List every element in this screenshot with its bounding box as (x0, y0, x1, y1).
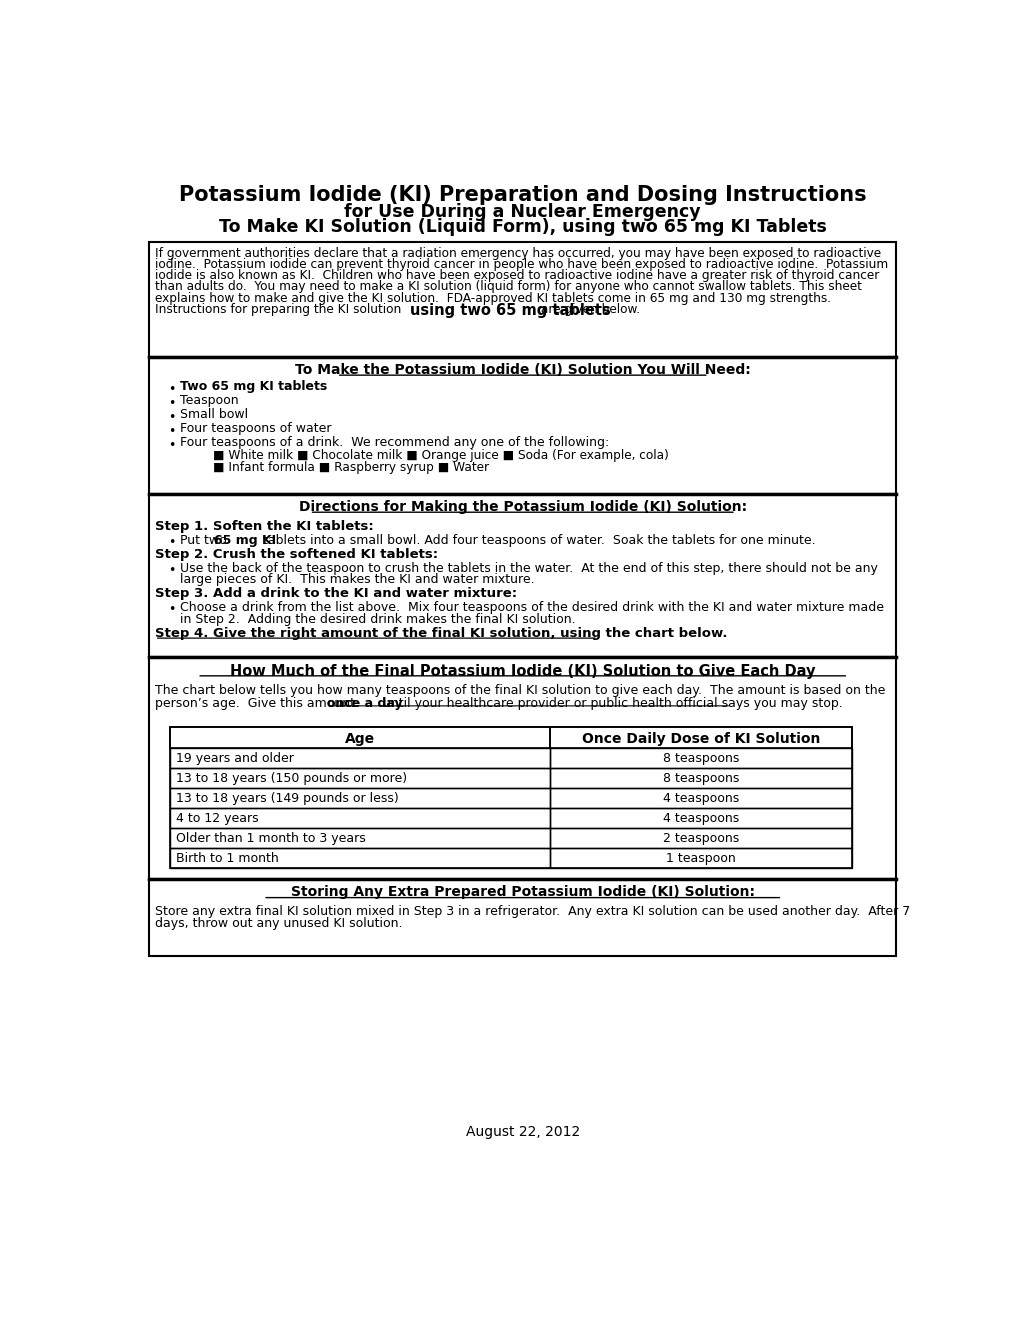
Text: 4 teaspoons: 4 teaspoons (662, 812, 739, 825)
Text: Store any extra final KI solution mixed in Step 3 in a refrigerator.  Any extra : Store any extra final KI solution mixed … (155, 906, 909, 919)
Text: •: • (168, 438, 176, 451)
Text: Birth to 1 month: Birth to 1 month (176, 851, 279, 865)
Text: •: • (168, 603, 176, 616)
Text: 13 to 18 years (150 pounds or more): 13 to 18 years (150 pounds or more) (176, 772, 407, 785)
Text: Older than 1 month to 3 years: Older than 1 month to 3 years (176, 832, 366, 845)
Text: 65 mg KI: 65 mg KI (214, 535, 276, 548)
Bar (170, 726, 549, 748)
Text: 8 teaspoons: 8 teaspoons (662, 751, 739, 764)
Text: Step 4. Give the right amount of the final KI solution, using the chart below.: Step 4. Give the right amount of the fin… (155, 627, 727, 640)
Text: large pieces of KI.  This makes the KI and water mixture.: large pieces of KI. This makes the KI an… (180, 573, 534, 586)
Text: Instructions for preparing the KI solution: Instructions for preparing the KI soluti… (155, 302, 405, 315)
Bar (149, 242, 896, 358)
Text: 8 teaspoons: 8 teaspoons (662, 772, 739, 785)
Text: for Use During a Nuclear Emergency: for Use During a Nuclear Emergency (344, 203, 700, 220)
Text: Four teaspoons of a drink.  We recommend any one of the following:: Four teaspoons of a drink. We recommend … (180, 436, 609, 449)
Text: The chart below tells you how many teaspoons of the final KI solution to give ea: The chart below tells you how many teasp… (155, 684, 884, 697)
Bar (170, 829, 549, 849)
Text: using two 65 mg tablets: using two 65 mg tablets (410, 302, 610, 318)
Text: Teaspoon: Teaspoon (180, 395, 238, 407)
Text: 4 to 12 years: 4 to 12 years (176, 812, 259, 825)
Text: 2 teaspoons: 2 teaspoons (662, 832, 739, 845)
Bar (170, 726, 851, 869)
Text: Age: Age (344, 733, 375, 746)
Bar (149, 657, 896, 879)
Text: •: • (168, 536, 176, 549)
Bar (170, 849, 549, 869)
Text: explains how to make and give the KI solution.  FDA-approved KI tablets come in : explains how to make and give the KI sol… (155, 292, 829, 305)
Text: 19 years and older: 19 years and older (176, 751, 293, 764)
Text: Directions for Making the Potassium Iodide (KI) Solution:: Directions for Making the Potassium Iodi… (299, 500, 746, 515)
Bar (149, 494, 896, 657)
Bar (549, 829, 851, 849)
Text: iodine.  Potassium iodide can prevent thyroid cancer in people who have been exp: iodine. Potassium iodide can prevent thy… (155, 259, 887, 271)
Bar (549, 788, 851, 808)
Bar (549, 849, 851, 869)
Text: are given below.: are given below. (537, 302, 640, 315)
Text: Step 2. Crush the softened KI tablets:: Step 2. Crush the softened KI tablets: (155, 548, 437, 561)
Text: August 22, 2012: August 22, 2012 (465, 1125, 580, 1139)
Text: Potassium Iodide (KI) Preparation and Dosing Instructions: Potassium Iodide (KI) Preparation and Do… (178, 185, 866, 206)
Text: ■ White milk ■ Chocolate milk ■ Orange juice ■ Soda (For example, cola): ■ White milk ■ Chocolate milk ■ Orange j… (213, 449, 668, 462)
Bar (149, 879, 896, 956)
Text: once a day: once a day (326, 697, 401, 710)
Text: •: • (168, 383, 176, 396)
Text: Step 1. Soften the KI tablets:: Step 1. Soften the KI tablets: (155, 520, 373, 533)
Text: •: • (168, 397, 176, 411)
Bar (170, 808, 549, 829)
Text: Use the back of the teaspoon to crush the tablets in the water.  At the end of t: Use the back of the teaspoon to crush th… (180, 562, 877, 576)
Text: •: • (168, 564, 176, 577)
Text: •: • (168, 425, 176, 438)
Text: Four teaspoons of water: Four teaspoons of water (180, 422, 331, 434)
Text: Two 65 mg KI tablets: Two 65 mg KI tablets (180, 380, 327, 393)
Text: person’s age.  Give this amount: person’s age. Give this amount (155, 697, 359, 710)
Text: How Much of the Final Potassium Iodide (KI) Solution to Give Each Day: How Much of the Final Potassium Iodide (… (229, 664, 815, 678)
Text: tablets into a small bowl. Add four teaspoons of water.  Soak the tablets for on: tablets into a small bowl. Add four teas… (259, 535, 815, 548)
Text: 4 teaspoons: 4 teaspoons (662, 792, 739, 805)
Text: Once Daily Dose of KI Solution: Once Daily Dose of KI Solution (581, 733, 819, 746)
Bar (549, 748, 851, 768)
Text: 1 teaspoon: 1 teaspoon (665, 851, 735, 865)
Text: To Make the Potassium Iodide (KI) Solution You Will Need:: To Make the Potassium Iodide (KI) Soluti… (294, 363, 750, 378)
Text: Put two: Put two (180, 535, 230, 548)
Text: To Make KI Solution (Liquid Form), using two 65 mg KI Tablets: To Make KI Solution (Liquid Form), using… (219, 218, 825, 236)
Text: 13 to 18 years (149 pounds or less): 13 to 18 years (149 pounds or less) (176, 792, 398, 805)
Text: •: • (168, 411, 176, 424)
Text: Choose a drink from the list above.  Mix four teaspoons of the desired drink wit: Choose a drink from the list above. Mix … (180, 601, 883, 614)
Bar (170, 748, 549, 768)
Bar (549, 808, 851, 829)
Bar (549, 726, 851, 748)
Text: in Step 2.  Adding the desired drink makes the final KI solution.: in Step 2. Adding the desired drink make… (180, 612, 576, 626)
Text: Step 3. Add a drink to the KI and water mixture:: Step 3. Add a drink to the KI and water … (155, 587, 517, 601)
Bar (170, 768, 549, 788)
Bar (149, 358, 896, 494)
Text: until your healthcare provider or public health official says you may stop.: until your healthcare provider or public… (378, 697, 842, 710)
Text: Storing Any Extra Prepared Potassium Iodide (KI) Solution:: Storing Any Extra Prepared Potassium Iod… (290, 886, 754, 899)
Text: Small bowl: Small bowl (180, 408, 248, 421)
Text: iodide is also known as KI.  Children who have been exposed to radioactive iodin: iodide is also known as KI. Children who… (155, 269, 878, 282)
Text: days, throw out any unused KI solution.: days, throw out any unused KI solution. (155, 917, 401, 929)
Text: If government authorities declare that a radiation emergency has occurred, you m: If government authorities declare that a… (155, 247, 879, 260)
Bar (170, 788, 549, 808)
Text: than adults do.  You may need to make a KI solution (liquid form) for anyone who: than adults do. You may need to make a K… (155, 280, 861, 293)
Bar (549, 768, 851, 788)
Text: ■ Infant formula ■ Raspberry syrup ■ Water: ■ Infant formula ■ Raspberry syrup ■ Wat… (213, 461, 488, 474)
